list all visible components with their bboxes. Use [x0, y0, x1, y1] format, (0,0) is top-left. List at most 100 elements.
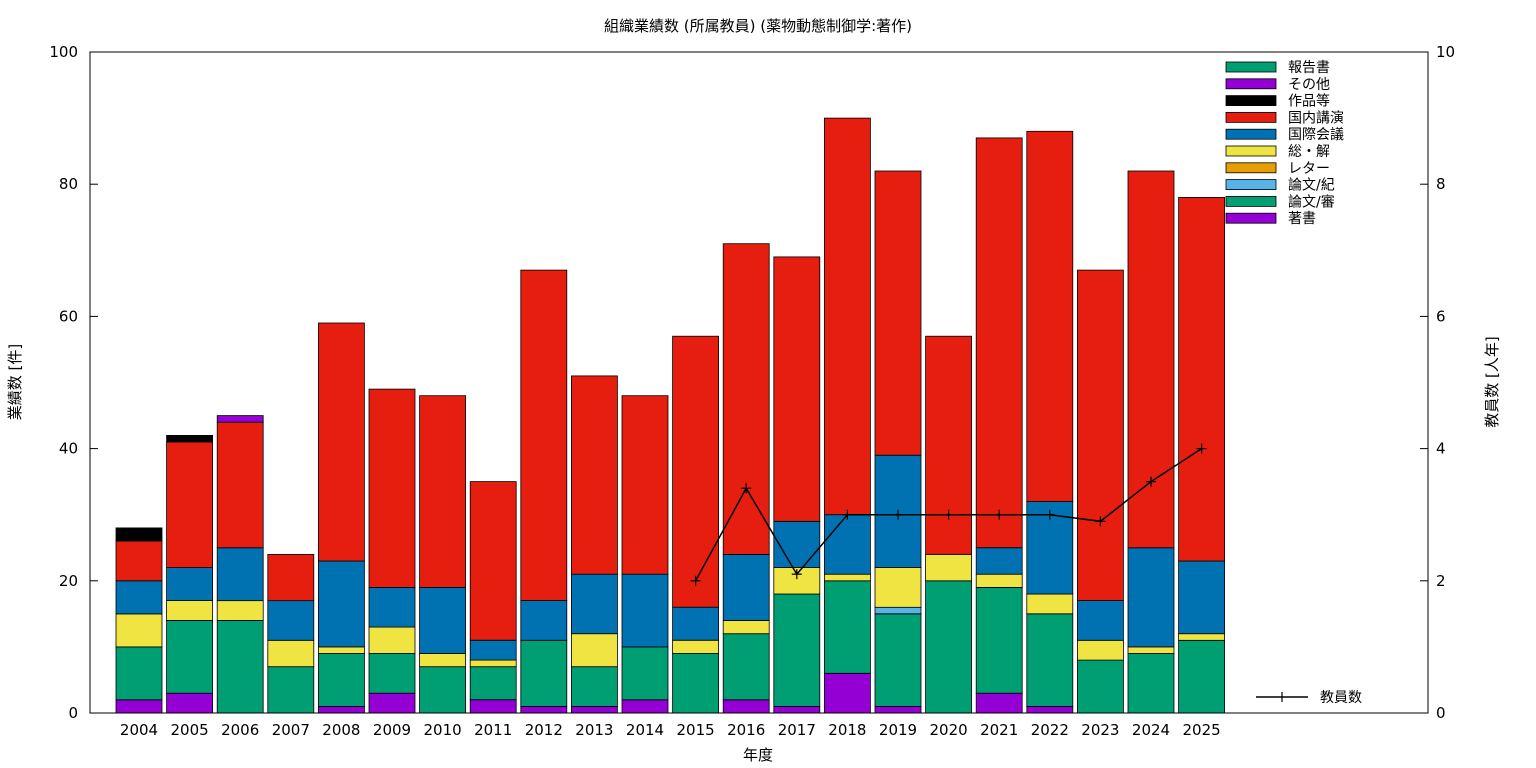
bar-2011-series-5: [469, 639, 517, 661]
x-tick-label: 2013: [575, 721, 613, 739]
y-axis-label: 業績数 [件]: [6, 344, 24, 420]
y-tick-label: 0: [68, 704, 78, 722]
y2-axis: 0 2 4 6 8 10: [1420, 43, 1455, 722]
bar-2015-series-5: [672, 606, 719, 641]
y2-axis-label: 教員数 [人年]: [1483, 336, 1501, 427]
bar-2004-series-7: [115, 527, 163, 542]
y2-tick-label: 0: [1436, 704, 1446, 722]
bar-2012-series-6: [520, 269, 568, 602]
bar-2023-series-5: [1077, 600, 1124, 641]
y2-tick-label: 4: [1436, 440, 1446, 458]
bar-2011-series-1: [469, 666, 517, 701]
bar-2017-series-6: [773, 256, 821, 522]
bar-2013-series-5: [571, 573, 618, 635]
bar-2025-series-6: [1178, 196, 1225, 562]
staff-point: [741, 483, 752, 494]
x-tick-label: 2020: [930, 721, 968, 739]
bar-2022-series-0: [1026, 706, 1074, 714]
bar-2008-series-4: [317, 646, 365, 654]
bar-2014-series-5: [621, 573, 669, 648]
bar-2007-series-6: [267, 554, 315, 602]
bar-2004-series-5: [115, 580, 163, 615]
staff-point: [690, 575, 701, 586]
bar-2009-series-0: [368, 692, 416, 714]
bar-2010-series-4: [419, 653, 467, 668]
bar-2020-series-6: [925, 335, 972, 555]
plot-frame: [89, 51, 1429, 714]
bar-2010-series-6: [419, 395, 467, 588]
bar-2013-series-6: [571, 375, 618, 575]
x-tick-label: 2008: [322, 721, 360, 739]
bar-2017-series-5: [773, 520, 821, 568]
bar-2016-series-0: [722, 699, 770, 714]
staff-point: [994, 509, 1005, 520]
bar-2019-series-6: [874, 170, 922, 456]
bar-2004-series-4: [115, 613, 163, 648]
legend-swatch: [1225, 212, 1277, 224]
y-tick-label: 40: [59, 440, 78, 458]
bar-2021-series-5: [975, 547, 1023, 575]
bar-2024-series-4: [1127, 646, 1175, 654]
y-tick-label: 100: [49, 43, 78, 61]
bar-2009-series-6: [368, 388, 416, 588]
bar-2019-series-1: [874, 613, 922, 707]
staff-point: [842, 509, 853, 520]
bar-2021-series-4: [975, 573, 1023, 588]
bar-2008-series-0: [317, 706, 365, 714]
bar-2009-series-5: [368, 587, 416, 628]
x-tick-label: 2014: [626, 721, 664, 739]
legend-swatch: [1225, 179, 1277, 191]
bar-2014-series-0: [621, 699, 669, 714]
x-tick-label: 2006: [221, 721, 259, 739]
bar-2020-series-4: [925, 554, 972, 582]
bar-2024-series-1: [1127, 653, 1175, 714]
x-tick-label: 2019: [879, 721, 917, 739]
bar-2014-series-6: [621, 395, 669, 575]
y2-tick-label: 6: [1436, 307, 1446, 325]
bar-2016-series-5: [722, 554, 770, 621]
bar-2016-series-6: [722, 243, 770, 555]
bar-2008-series-6: [317, 322, 365, 562]
bar-2013-series-4: [571, 633, 618, 668]
bar-2005-series-0: [166, 692, 214, 714]
x-tick-label: 2015: [677, 721, 715, 739]
x-tick-label: 2017: [778, 721, 816, 739]
bar-2006-series-6: [216, 421, 264, 549]
bar-2004-series-1: [115, 646, 163, 701]
x-tick-label: 2023: [1081, 721, 1119, 739]
bar-2019-series-2: [874, 606, 922, 615]
legend-label: 国際会議: [1288, 126, 1344, 143]
bar-2006-series-8: [216, 415, 264, 423]
bar-2024-series-5: [1127, 547, 1175, 648]
staff-point: [1044, 509, 1055, 520]
bar-2015-series-4: [672, 639, 719, 654]
legend-swatch: [1225, 95, 1277, 106]
bars: [115, 117, 1225, 714]
bar-2016-series-4: [722, 620, 770, 635]
x-axis: 2004 2005 2006 2007 2008 2009 2010 2011 2012 2013…: [120, 721, 1221, 739]
bar-2023-series-1: [1077, 659, 1124, 714]
bar-2005-series-7: [166, 434, 214, 443]
legend-swatch: [1225, 61, 1277, 73]
y-tick-label: 20: [59, 572, 78, 590]
bar-2013-series-1: [571, 666, 618, 707]
legend-swatch: [1225, 162, 1277, 174]
bar-2022-series-1: [1026, 613, 1074, 707]
bar-2013-series-0: [571, 706, 618, 714]
bar-2007-series-5: [267, 600, 315, 641]
staff-point: [1095, 516, 1106, 527]
legend-label: 作品等: [1288, 93, 1330, 110]
bar-2005-series-5: [166, 567, 214, 601]
staff-point: [893, 509, 903, 520]
staff-point: [1196, 443, 1207, 454]
bar-2011-series-6: [469, 481, 517, 641]
legend-label: 国内講演: [1288, 110, 1344, 126]
bar-2005-series-4: [166, 600, 214, 621]
x-axis-label: 年度: [743, 746, 773, 764]
bar-2022-series-4: [1026, 593, 1074, 615]
x-tick-label: 2009: [373, 721, 411, 739]
legend-swatch: [1225, 128, 1277, 140]
bar-2012-series-0: [520, 706, 568, 714]
bar-2010-series-1: [419, 666, 467, 714]
bar-2009-series-4: [368, 626, 416, 654]
